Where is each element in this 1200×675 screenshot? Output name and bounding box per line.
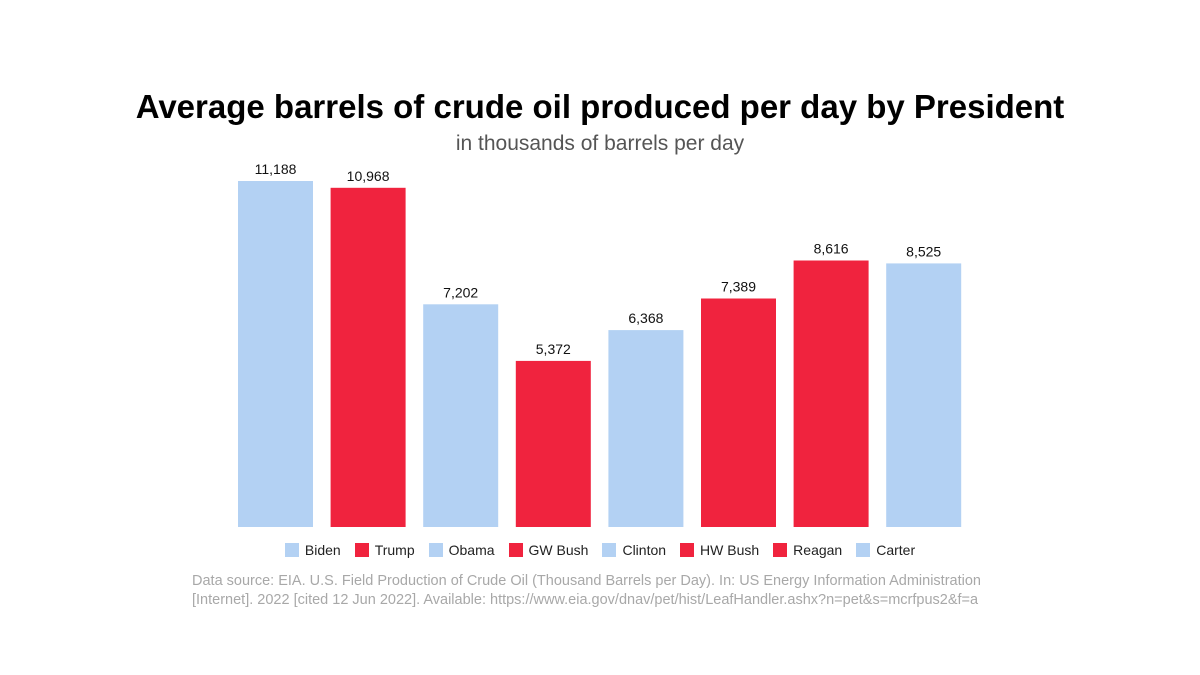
legend-label: GW Bush: [528, 542, 589, 558]
legend-label: Obama: [448, 542, 495, 558]
legend-label: Carter: [876, 542, 916, 558]
legend-item-reagan: Reagan: [773, 542, 842, 558]
legend-swatch: [773, 543, 788, 557]
data-source-line-1: Data source: EIA. U.S. Field Production …: [192, 573, 981, 589]
legend-item-biden: Biden: [284, 542, 341, 558]
legend-item-gw-bush: GW Bush: [508, 542, 589, 558]
bar-reagan: [793, 260, 869, 527]
legend-label: HW Bush: [700, 542, 760, 558]
chart-title: Average barrels of crude oil produced pe…: [135, 88, 1065, 125]
chart-legend: Biden Trump Obama GW Bush Clinton HW Bush Reag…: [0, 542, 1200, 558]
legend-item-hw-bush: HW Bush: [680, 542, 759, 558]
bar-carter: [886, 263, 962, 527]
bar-gw-bush: [515, 360, 591, 527]
bar-clinton: [608, 330, 684, 527]
bar-value-label: 6,368: [628, 310, 663, 326]
legend-item-carter: Carter: [856, 542, 915, 558]
bar-value-label: 10,968: [347, 168, 390, 184]
bar-hw-bush: [701, 298, 776, 527]
bar-value-label: 7,389: [721, 279, 756, 295]
bar-value-label: 7,202: [443, 284, 478, 300]
legend-swatch: [602, 543, 617, 557]
legend-item-clinton: Clinton: [602, 542, 666, 558]
legend-label: Biden: [304, 542, 341, 558]
legend-swatch: [354, 543, 369, 557]
legend-swatch: [428, 543, 443, 557]
data-source-note: Data source: EIA. U.S. Field Production …: [192, 572, 1022, 610]
chart-subtitle: in thousands of barrels per day: [455, 132, 745, 155]
bar-value-label: 8,525: [906, 243, 941, 259]
legend-item-trump: Trump: [354, 542, 415, 558]
bar-obama: [423, 304, 499, 527]
bar-chart: 11,188 10,968 7,202 5,372 6,368 7,389 8,616 8,5…: [238, 161, 962, 528]
legend-swatch: [856, 543, 871, 557]
bar-trump: [330, 187, 406, 528]
bar-value-label: 11,188: [255, 161, 297, 177]
legend-item-obama: Obama: [428, 542, 495, 558]
legend-swatch: [284, 543, 299, 557]
bar-value-label: 5,372: [536, 341, 571, 357]
data-source-line-2: [Internet]. 2022 [cited 12 Jun 2022]. Av…: [192, 592, 979, 608]
bar-biden: [238, 181, 313, 527]
legend-label: Clinton: [622, 542, 667, 558]
legend-label: Reagan: [793, 542, 843, 558]
legend-swatch: [680, 543, 695, 557]
legend-label: Trump: [374, 542, 415, 558]
bar-value-label: 8,616: [814, 241, 849, 257]
legend-swatch: [508, 543, 523, 557]
